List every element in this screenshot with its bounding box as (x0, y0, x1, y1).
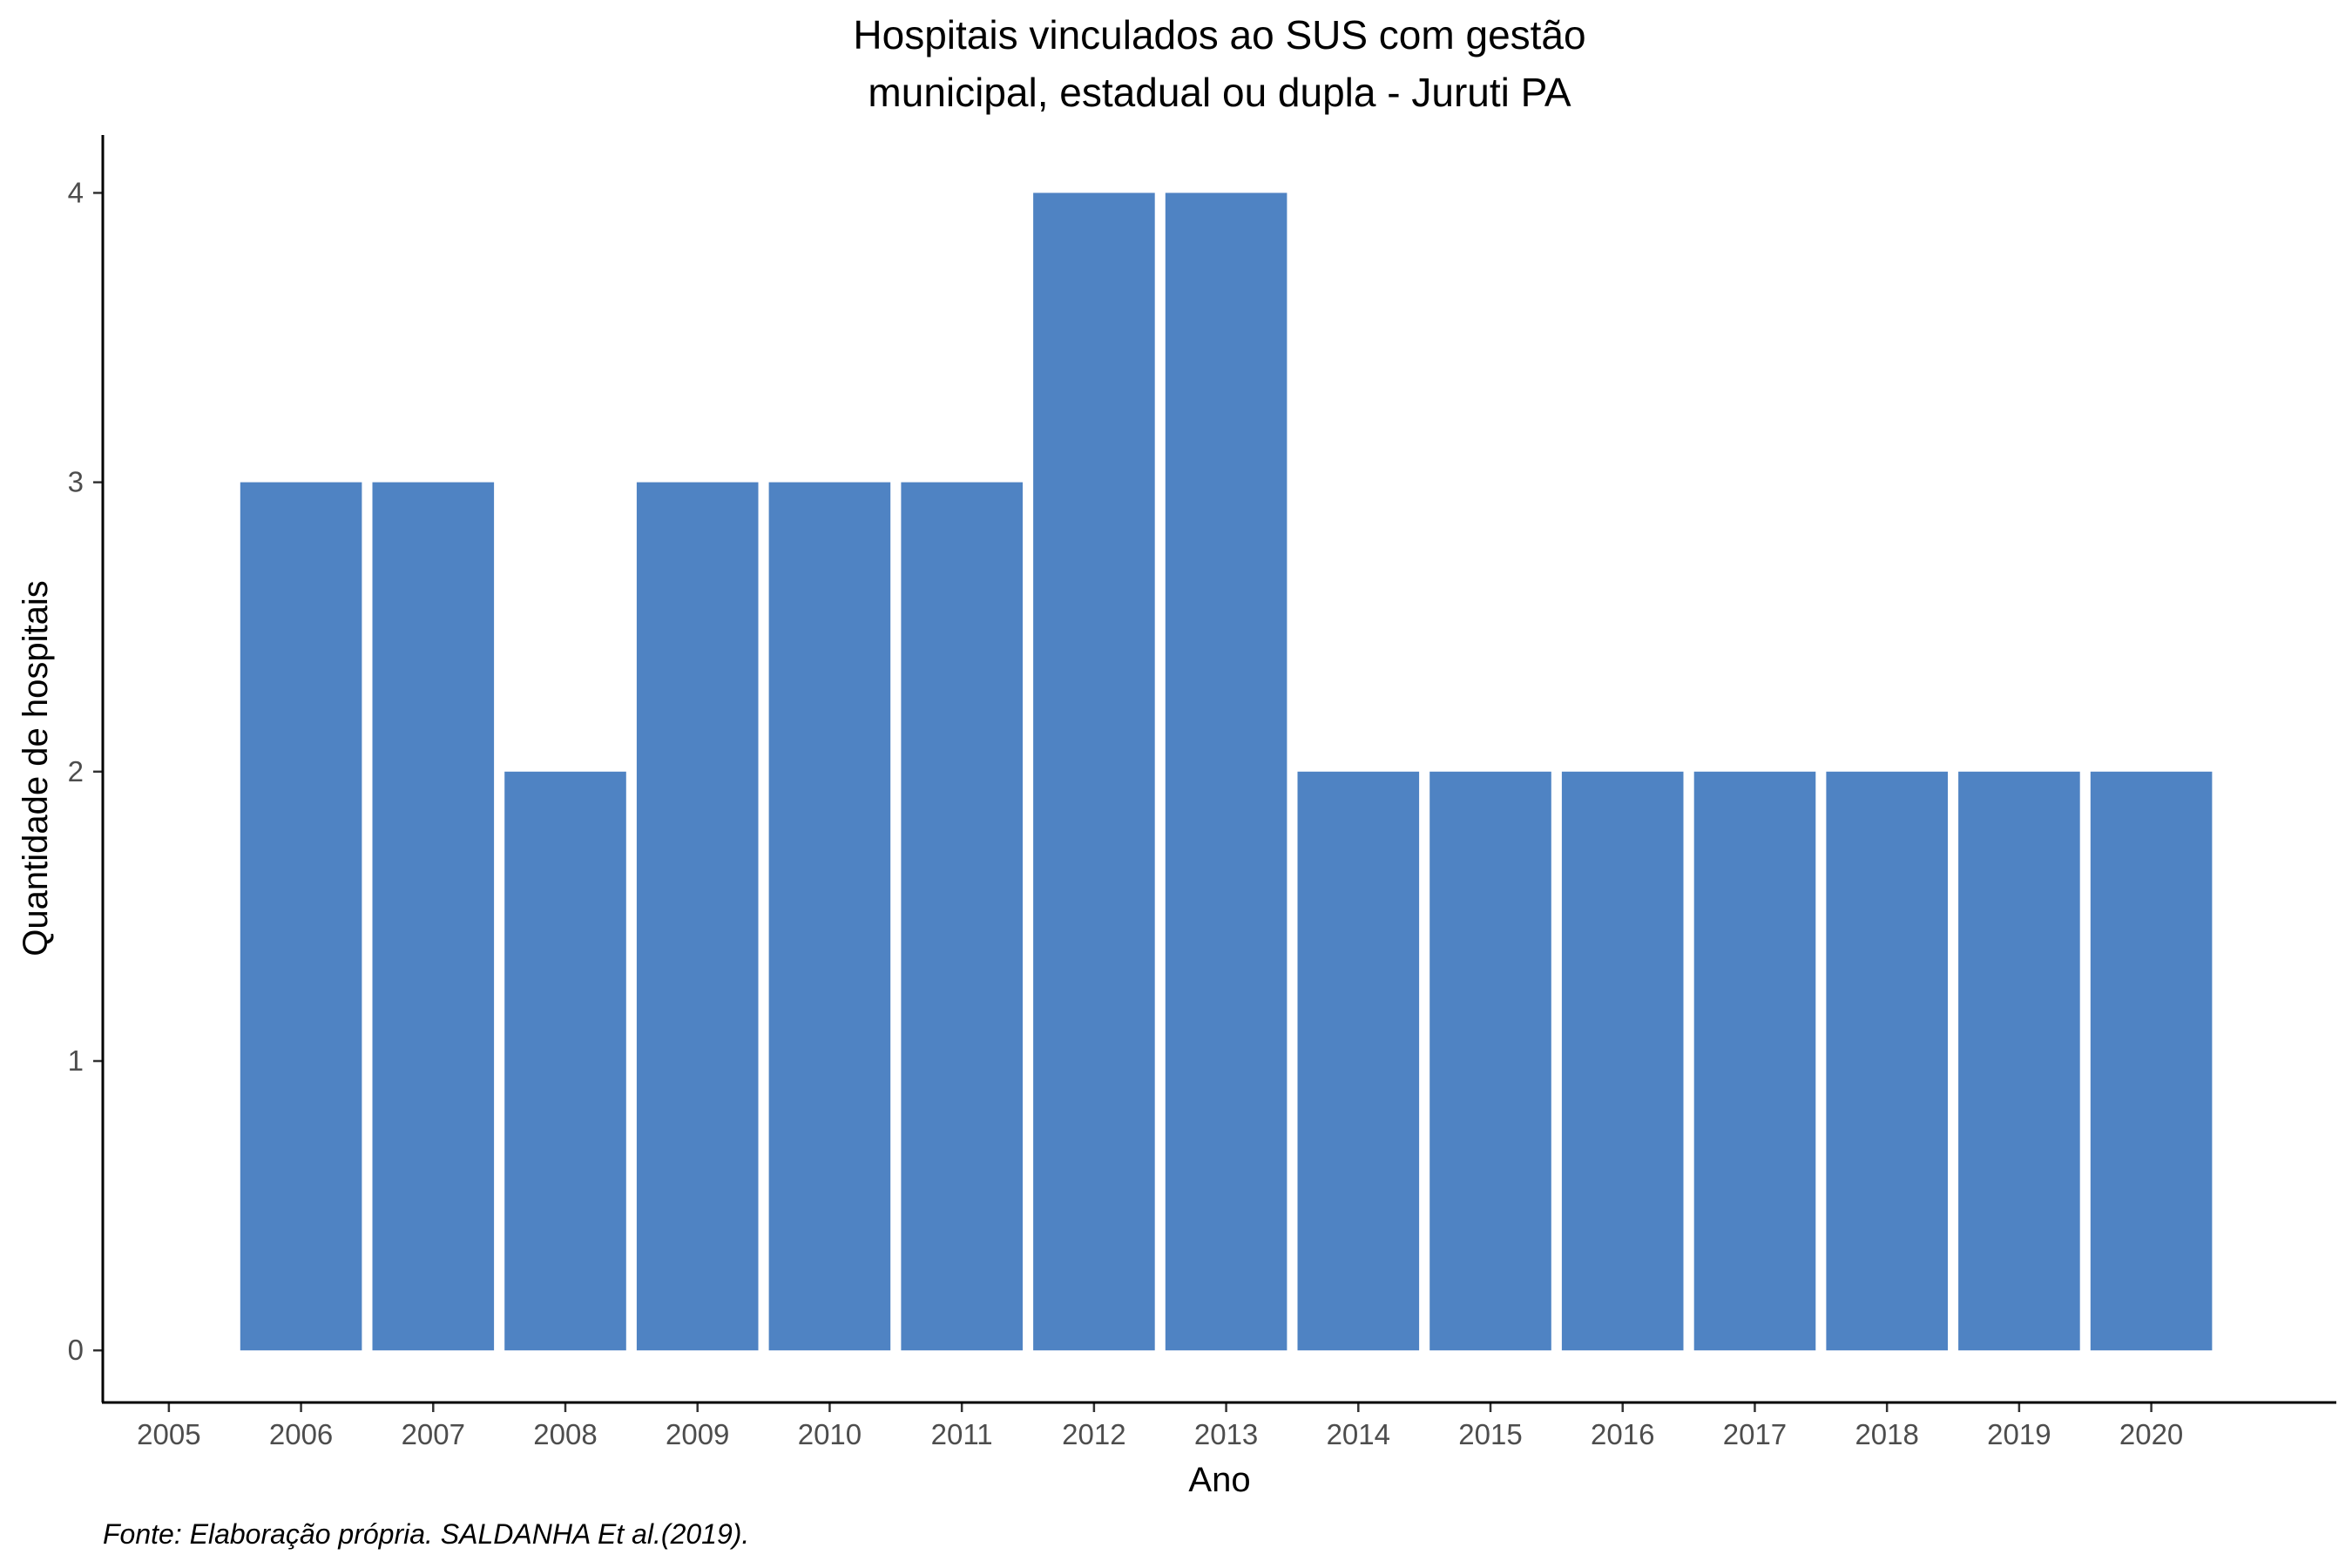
x-tick-label: 2008 (533, 1418, 597, 1450)
x-tick-label: 2015 (1458, 1418, 1522, 1450)
y-tick-label: 4 (68, 176, 84, 208)
bar-2014 (1297, 771, 1420, 1351)
x-tick-label: 2006 (269, 1418, 333, 1450)
x-tick-label: 2009 (666, 1418, 729, 1450)
x-axis-ticks: 2005 2006 2007 2008 2009 2010 2011 2012 2013 2014… (137, 1402, 2183, 1450)
chart-title-line-2: municipal, estadual ou dupla - Juruti PA (868, 70, 1571, 115)
bar-2020 (2090, 771, 2213, 1351)
x-tick-label: 2016 (1591, 1418, 1654, 1450)
bar-2012 (1033, 193, 1155, 1351)
bar-2008 (504, 771, 626, 1351)
bar-2011 (901, 482, 1023, 1351)
x-tick-label: 2020 (2119, 1418, 2183, 1450)
bar-2019 (1958, 771, 2080, 1351)
bar-2009 (636, 482, 759, 1351)
chart-title-line-1: Hospitais vinculados ao SUS com gestão (853, 12, 1585, 57)
y-tick-label: 3 (68, 466, 84, 498)
x-tick-label: 2011 (931, 1418, 993, 1450)
y-axis-title: Quantidade de hospitais (17, 580, 55, 956)
bar-2006 (240, 482, 362, 1351)
x-tick-label: 2010 (798, 1418, 862, 1450)
x-tick-label: 2014 (1327, 1418, 1390, 1450)
y-tick-label: 1 (68, 1044, 84, 1077)
x-tick-label: 2005 (137, 1418, 200, 1450)
x-tick-label: 2013 (1194, 1418, 1258, 1450)
y-tick-label: 2 (68, 755, 84, 787)
bars-group (240, 193, 2213, 1351)
bar-2017 (1693, 771, 1816, 1351)
bar-2018 (1826, 771, 1948, 1351)
bar-2015 (1429, 771, 1551, 1351)
bar-2013 (1165, 193, 1288, 1351)
bar-2016 (1561, 771, 1684, 1351)
x-tick-label: 2017 (1723, 1418, 1787, 1450)
x-tick-label: 2019 (1987, 1418, 2051, 1450)
x-tick-label: 2012 (1062, 1418, 1125, 1450)
x-axis-title: Ano (1188, 1461, 1250, 1499)
source-caption: Fonte: Elaboração própria. SALDANHA Et a… (103, 1518, 749, 1550)
x-tick-label: 2018 (1855, 1418, 1918, 1450)
bar-2007 (372, 482, 495, 1351)
y-axis-ticks: 0 1 2 3 4 (68, 176, 103, 1366)
y-tick-label: 0 (68, 1334, 84, 1366)
x-tick-label: 2007 (402, 1418, 465, 1450)
bar-2010 (768, 482, 891, 1351)
